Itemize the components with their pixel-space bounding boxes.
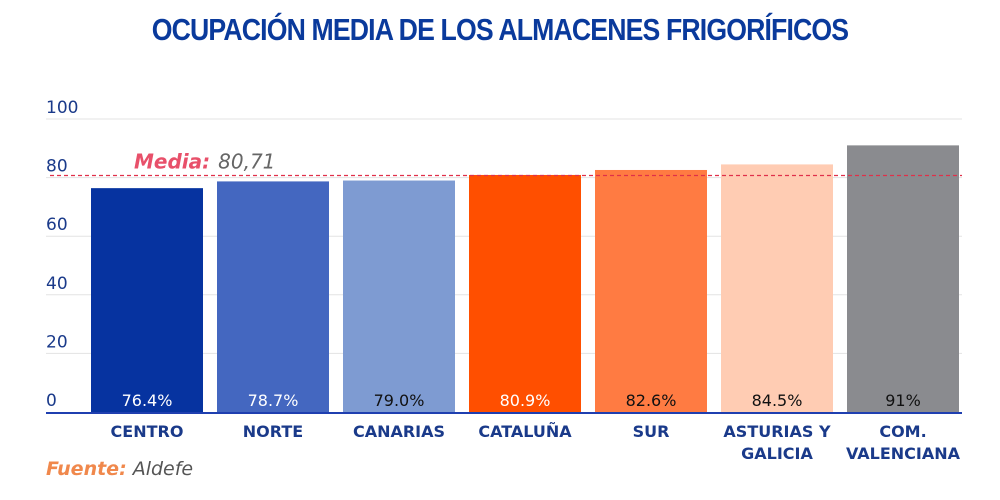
bar (91, 188, 203, 412)
bars: 76.4% 78.7% 79.0% 80.9% 82.6% 84.5% 91% (91, 145, 959, 412)
x-tick-label: CENTRO (111, 422, 184, 441)
bar (469, 174, 581, 412)
y-tick-label: 20 (46, 332, 68, 352)
bar (217, 181, 329, 412)
bar-value-label: 80.9% (500, 391, 551, 410)
source-note: Fuente: Aldefe (46, 458, 193, 480)
bar-value-label: 82.6% (626, 391, 677, 410)
bar-value-label: 79.0% (374, 391, 425, 410)
bar (847, 145, 959, 412)
bar (343, 180, 455, 412)
bar-value-label: 76.4% (122, 391, 173, 410)
media-reference: Media: 80,71 (50, 150, 962, 177)
y-tick-label: 40 (46, 274, 68, 294)
bar-value-label: 91% (885, 391, 921, 410)
x-tick-label: CANARIAS (353, 422, 445, 441)
x-tick-label: ASTURIAS Y (723, 422, 831, 441)
media-label-text: Media: (134, 150, 210, 174)
source-value: Aldefe (132, 458, 194, 480)
source-label: Fuente: (46, 458, 127, 480)
x-tick-label: CATALUÑA (478, 422, 572, 441)
axes: 0 20 40 60 80 100 CENTRO NORTE CANARIAS CATALUÑA S… (46, 98, 962, 463)
y-tick-label: 60 (46, 215, 68, 235)
chart-title: OCUPACIÓN MEDIA DE LOS ALMACENES FRIGORÍ… (151, 12, 849, 47)
x-tick-label: COM. (879, 422, 926, 441)
x-tick-label: SUR (633, 422, 670, 441)
bar (595, 169, 707, 412)
bar-value-label: 84.5% (752, 391, 803, 410)
y-tick-label: 0 (46, 391, 57, 411)
x-tick-label: NORTE (243, 422, 303, 441)
media-label: Media: 80,71 (134, 150, 275, 174)
bar (721, 164, 833, 412)
y-tick-label: 80 (46, 157, 68, 177)
media-value-text: 80,71 (218, 150, 275, 174)
x-tick-label: GALICIA (741, 444, 813, 463)
bar-value-label: 78.7% (248, 391, 299, 410)
y-tick-label: 100 (46, 98, 78, 118)
x-tick-label: VALENCIANA (846, 444, 961, 463)
